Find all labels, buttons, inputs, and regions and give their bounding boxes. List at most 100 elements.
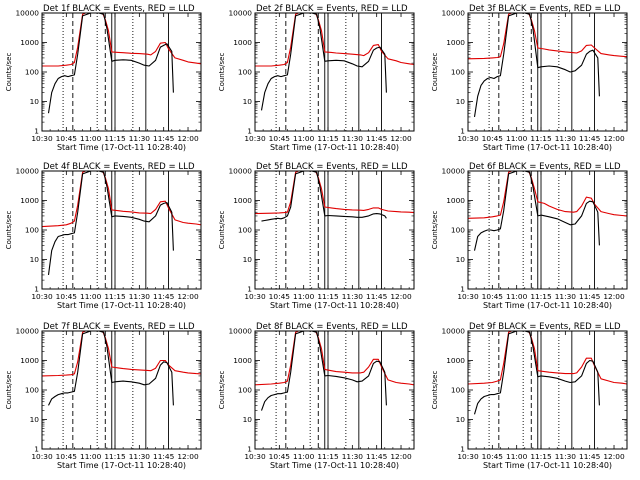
x-axis-label: Start Time (17-Oct-11 10:28:40) [270,143,399,152]
y-tick-label: 100 [238,386,252,395]
y-tick-label: 1 [460,285,465,294]
x-tick-label: 11:00 [80,292,102,301]
panel-det-1: Det 1f BLACK = Events, RED = LLD Start Ti… [5,4,202,152]
x-axis-label: Start Time (17-Oct-11 10:28:40) [483,461,612,470]
x-tick-label: 12:00 [177,452,199,461]
y-tick-label: 10 [30,97,40,106]
y-tick-label: 1 [460,445,465,454]
y-tick-label: 10 [243,255,253,264]
plot-frame [467,170,628,290]
y-tick-label: 1000 [233,38,252,47]
series-group [468,171,627,251]
x-tick-label: 12:00 [177,292,199,301]
series-group [255,171,414,222]
x-tick-label: 11:00 [293,134,315,143]
plot-frame [41,330,202,450]
x-tick-label: 12:00 [390,134,412,143]
series-line-red [468,171,627,219]
plot-frame [41,170,202,290]
x-tick-label: 11:45 [579,292,601,301]
series-group [255,13,414,111]
x-tick-label: 11:15 [317,292,339,301]
x-tick-label: 12:00 [603,134,625,143]
x-tick-label: 12:00 [390,292,412,301]
y-tick-label: 100 [25,386,39,395]
x-tick-label: 11:15 [104,452,126,461]
x-tick-label: 11:00 [80,452,102,461]
plot-frame [467,12,628,132]
x-tick-label: 11:30 [342,134,364,143]
y-tick-label: 10000 [15,167,39,176]
y-tick-label: 10000 [441,9,465,18]
panel-det-4: Det 4f BLACK = Events, RED = LLD Start Ti… [5,162,202,310]
panel-title: Det 2f BLACK = Events, RED = LLD [256,4,408,14]
y-tick-label: 1 [34,285,39,294]
x-tick-label: 11:30 [129,292,151,301]
x-tick-label: 11:15 [104,134,126,143]
series-line-black [260,331,387,411]
y-tick-label: 100 [451,68,465,77]
y-axis-label: Counts/sec [218,53,226,92]
y-axis-label: Counts/sec [431,371,439,410]
series-line-black [47,171,174,275]
x-tick-label: 10:45 [482,134,504,143]
y-tick-label: 10000 [441,327,465,336]
panel-det-3: Det 3f BLACK = Events, RED = LLD Start Ti… [431,4,628,152]
x-tick-label: 11:00 [506,452,528,461]
y-tick-label: 10000 [441,167,465,176]
plot-frame [467,330,628,450]
x-tick-label: 10:30 [244,292,266,301]
panel-title: Det 9f BLACK = Events, RED = LLD [469,322,621,332]
x-tick-label: 10:45 [56,134,78,143]
y-tick-label: 1000 [20,356,39,365]
x-tick-label: 11:45 [366,452,388,461]
y-tick-label: 100 [25,68,39,77]
y-tick-label: 1 [34,127,39,136]
panel-title: Det 4f BLACK = Events, RED = LLD [43,162,195,172]
x-tick-label: 10:30 [457,292,479,301]
x-tick-label: 11:30 [555,292,577,301]
x-tick-label: 10:30 [31,134,53,143]
x-tick-label: 11:00 [293,452,315,461]
panel-det-8: Det 8f BLACK = Events, RED = LLD Start Ti… [218,322,415,470]
x-tick-label: 11:15 [104,292,126,301]
x-axis-label: Start Time (17-Oct-11 10:28:40) [57,143,186,152]
plot-frame [254,12,415,132]
x-axis-label: Start Time (17-Oct-11 10:28:40) [270,301,399,310]
series-group [42,331,201,406]
x-tick-label: 11:45 [366,134,388,143]
y-tick-label: 10000 [228,327,252,336]
panel-title: Det 8f BLACK = Events, RED = LLD [256,322,408,332]
x-tick-label: 10:30 [457,134,479,143]
x-tick-label: 10:45 [56,292,78,301]
x-tick-label: 11:30 [342,452,364,461]
series-line-red [468,331,627,385]
y-axis-label: Counts/sec [218,371,226,410]
x-tick-label: 11:15 [317,134,339,143]
x-axis-label: Start Time (17-Oct-11 10:28:40) [57,461,186,470]
y-tick-label: 100 [25,226,39,235]
y-tick-label: 10 [30,255,40,264]
y-tick-label: 10 [243,97,253,106]
x-tick-label: 10:30 [244,134,266,143]
x-tick-label: 11:30 [555,134,577,143]
y-tick-label: 100 [451,226,465,235]
series-line-red [468,13,627,60]
series-line-red [42,331,201,377]
plot-frame [41,12,202,132]
x-tick-label: 12:00 [603,452,625,461]
y-axis-label: Counts/sec [218,211,226,250]
y-tick-label: 1 [247,127,252,136]
y-axis-label: Counts/sec [5,211,13,250]
y-tick-label: 1000 [446,38,465,47]
plot-frame [254,170,415,290]
x-tick-label: 10:45 [269,292,291,301]
x-tick-label: 10:30 [457,452,479,461]
y-tick-label: 1000 [20,196,39,205]
x-axis-label: Start Time (17-Oct-11 10:28:40) [270,461,399,470]
panel-title: Det 6f BLACK = Events, RED = LLD [469,162,621,172]
panel-det-7: Det 7f BLACK = Events, RED = LLD Start Ti… [5,322,202,470]
panel-title: Det 1f BLACK = Events, RED = LLD [43,4,195,14]
panel-title: Det 3f BLACK = Events, RED = LLD [469,4,621,14]
